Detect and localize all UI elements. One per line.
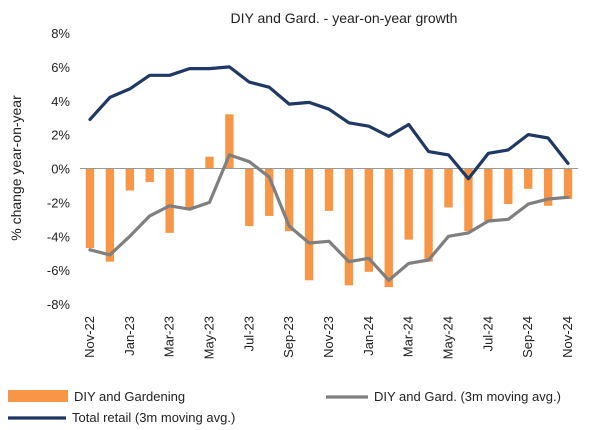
y-tick-label: -4%: [47, 229, 71, 244]
legend-label-diy-moving-avg: DIY and Gard. (3m moving avg.): [374, 389, 561, 404]
bar: [185, 168, 194, 210]
y-tick-label: 8%: [51, 26, 70, 41]
bar-series: [85, 114, 573, 288]
bar: [444, 168, 453, 208]
bar: [524, 168, 533, 189]
x-tick-label: Jan-23: [122, 316, 137, 356]
bar: [205, 156, 214, 169]
bar: [404, 168, 413, 240]
y-axis: 8% 6% 4% 2% 0% -2% -4% -6% -8%: [47, 26, 71, 312]
bar: [504, 168, 513, 205]
total-retail-line: [88, 65, 570, 181]
x-tick-label: Sep-23: [281, 316, 296, 358]
bar: [85, 168, 95, 249]
bar: [543, 168, 553, 206]
x-tick-label: May-23: [201, 316, 216, 359]
y-tick-label: 6%: [51, 60, 70, 75]
x-tick-label: Jul-23: [241, 316, 256, 351]
bar: [324, 168, 334, 211]
line-series-group: [88, 65, 570, 282]
bar: [304, 168, 314, 281]
bar: [424, 168, 433, 262]
x-tick-label: May-24: [441, 316, 456, 359]
bar: [344, 168, 354, 286]
y-tick-label: 2%: [51, 128, 70, 143]
bar: [225, 114, 234, 169]
x-axis: Nov-22 Jan-23 Mar-23 May-23 Jul-23 Sep-23 Nov-…: [82, 316, 575, 359]
chart-title: DIY and Gard. - year-on-year growth: [231, 10, 458, 26]
x-tick-label: Sep-24: [520, 316, 535, 358]
x-tick-label: Nov-22: [82, 316, 97, 358]
x-tick-label: Jul-24: [480, 316, 495, 351]
y-tick-label: -2%: [47, 195, 71, 210]
y-tick-label: 4%: [51, 94, 70, 109]
y-axis-label: % change year-on-year: [8, 95, 24, 241]
bar: [484, 168, 493, 222]
bar: [384, 168, 393, 288]
y-tick-label: -8%: [47, 297, 71, 312]
x-tick-label: Mar-23: [162, 316, 177, 357]
bar: [165, 168, 174, 233]
x-tick-label: Nov-24: [560, 316, 575, 358]
y-tick-label: 0%: [51, 162, 70, 177]
bar: [105, 168, 115, 262]
legend: DIY and Gardening DIY and Gard. (3m movin…: [8, 389, 561, 425]
diy-moving-avg-line: [88, 153, 570, 282]
bar: [364, 168, 374, 272]
bar: [265, 168, 274, 216]
bar: [125, 168, 134, 191]
legend-swatch-diy-gardening: [8, 390, 68, 402]
bar: [563, 168, 573, 199]
bar: [245, 168, 254, 227]
bar: [284, 168, 294, 232]
x-tick-label: Mar-24: [401, 316, 416, 357]
bar: [145, 168, 154, 183]
y-tick-label: -6%: [47, 263, 71, 278]
x-tick-label: Nov-23: [321, 316, 336, 358]
legend-label-total-retail: Total retail (3m moving avg.): [72, 410, 235, 425]
bar: [464, 168, 473, 232]
legend-label-diy-gardening: DIY and Gardening: [74, 389, 185, 404]
x-tick-label: Jan-24: [361, 316, 376, 356]
